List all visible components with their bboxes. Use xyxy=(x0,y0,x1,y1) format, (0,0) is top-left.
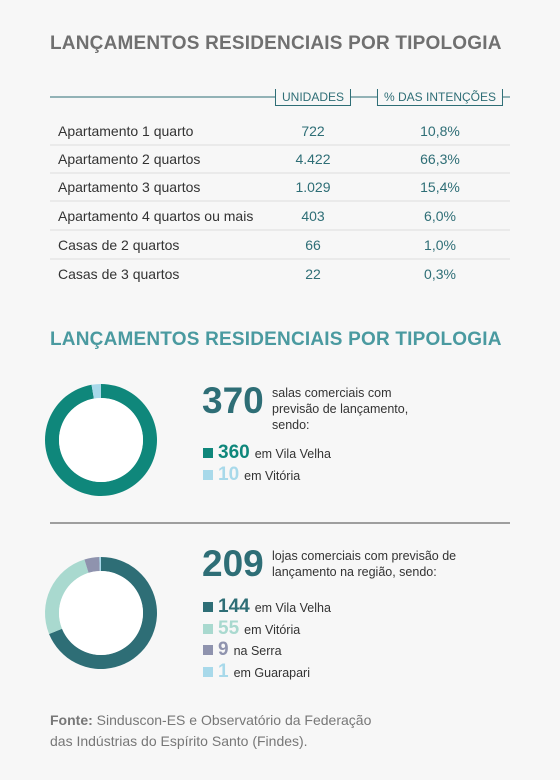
legend-swatch xyxy=(203,469,213,480)
legend-swatch xyxy=(203,645,213,655)
legend-value: 144 xyxy=(218,596,250,617)
legend-value: 360 xyxy=(218,442,250,463)
donut-segment xyxy=(84,557,100,573)
description: lojas comerciais com previsão de lançame… xyxy=(272,549,457,579)
percent-cell: 10,8% xyxy=(420,123,460,139)
percent-cell: 66,3% xyxy=(420,151,460,167)
legend-label: em Vitória xyxy=(244,622,301,637)
legend-label: em Vitória xyxy=(244,468,301,483)
row-label: Apartamento 3 quartos xyxy=(58,179,201,195)
donut-hole xyxy=(59,398,143,482)
row-label: Casas de 3 quartos xyxy=(58,266,180,282)
legend-swatch xyxy=(203,602,213,612)
legend-item: 144 em Vila Velha xyxy=(203,596,331,618)
legend-label: em Vila Velha xyxy=(254,447,331,461)
units-cell: 4.422 xyxy=(295,151,331,167)
source-text: Sinduscon-ES e Observatório da Federação xyxy=(96,712,372,728)
row-label: Apartamento 4 quartos ou mais xyxy=(58,208,254,224)
row-label: Apartamento 1 quarto xyxy=(58,123,194,139)
total-value: 370 xyxy=(202,380,264,421)
row-label: Casas de 2 quartos xyxy=(58,237,180,253)
source: Fonte: Sinduscon-ES e Observatório da Fe… xyxy=(50,710,371,752)
legend-label: na Serra xyxy=(233,644,282,658)
legend-item: 55 em Vitória xyxy=(203,618,300,640)
column-header: % DAS INTENÇÕES xyxy=(376,89,504,106)
donut-segment xyxy=(91,384,101,399)
units-cell: 722 xyxy=(301,123,325,139)
units-cell: 66 xyxy=(305,237,321,253)
legend-swatch xyxy=(203,623,213,634)
source-line: das Indústrias do Espírito Santo (Findes… xyxy=(50,733,308,749)
legend-item: 10 em Vitória xyxy=(203,464,300,486)
charts-title: LANÇAMENTOS RESIDENCIAIS POR TIPOLOGIA xyxy=(50,329,502,350)
legend-value: 55 xyxy=(218,617,240,639)
units-cell: 1.029 xyxy=(295,179,331,195)
donut-hole xyxy=(59,571,143,655)
legend-value: 1 xyxy=(218,660,229,682)
percent-cell: 15,4% xyxy=(420,179,460,195)
units-cell: 403 xyxy=(301,208,325,224)
legend-item: 360 em Vila Velha xyxy=(203,442,331,464)
table-title: LANÇAMENTOS RESIDENCIAIS POR TIPOLOGIA xyxy=(50,33,502,54)
column-header: UNIDADES xyxy=(274,89,352,106)
total-value: 209 xyxy=(202,543,264,584)
source-label: Fonte: xyxy=(50,712,93,728)
legend-value: 10 xyxy=(218,463,240,485)
legend-item: 1 em Guarapari xyxy=(203,661,310,683)
donut-segment xyxy=(99,557,101,572)
source-line: Fonte: Sinduscon-ES e Observatório da Fe… xyxy=(50,710,371,731)
legend-swatch xyxy=(203,666,213,677)
legend-swatch xyxy=(203,448,213,458)
legend-label: em Guarapari xyxy=(233,665,311,680)
percent-cell: 1,0% xyxy=(424,237,456,253)
row-label: Apartamento 2 quartos xyxy=(58,151,201,167)
description: salas comerciais com previsão de lançame… xyxy=(272,386,409,432)
legend-item: 9 na Serra xyxy=(203,639,282,661)
legend-label: em Vila Velha xyxy=(254,601,331,615)
percent-cell: 6,0% xyxy=(424,208,456,224)
units-cell: 22 xyxy=(305,266,321,282)
legend-value: 9 xyxy=(218,639,229,660)
percent-cell: 0,3% xyxy=(424,266,456,282)
donut-segment xyxy=(44,559,89,634)
